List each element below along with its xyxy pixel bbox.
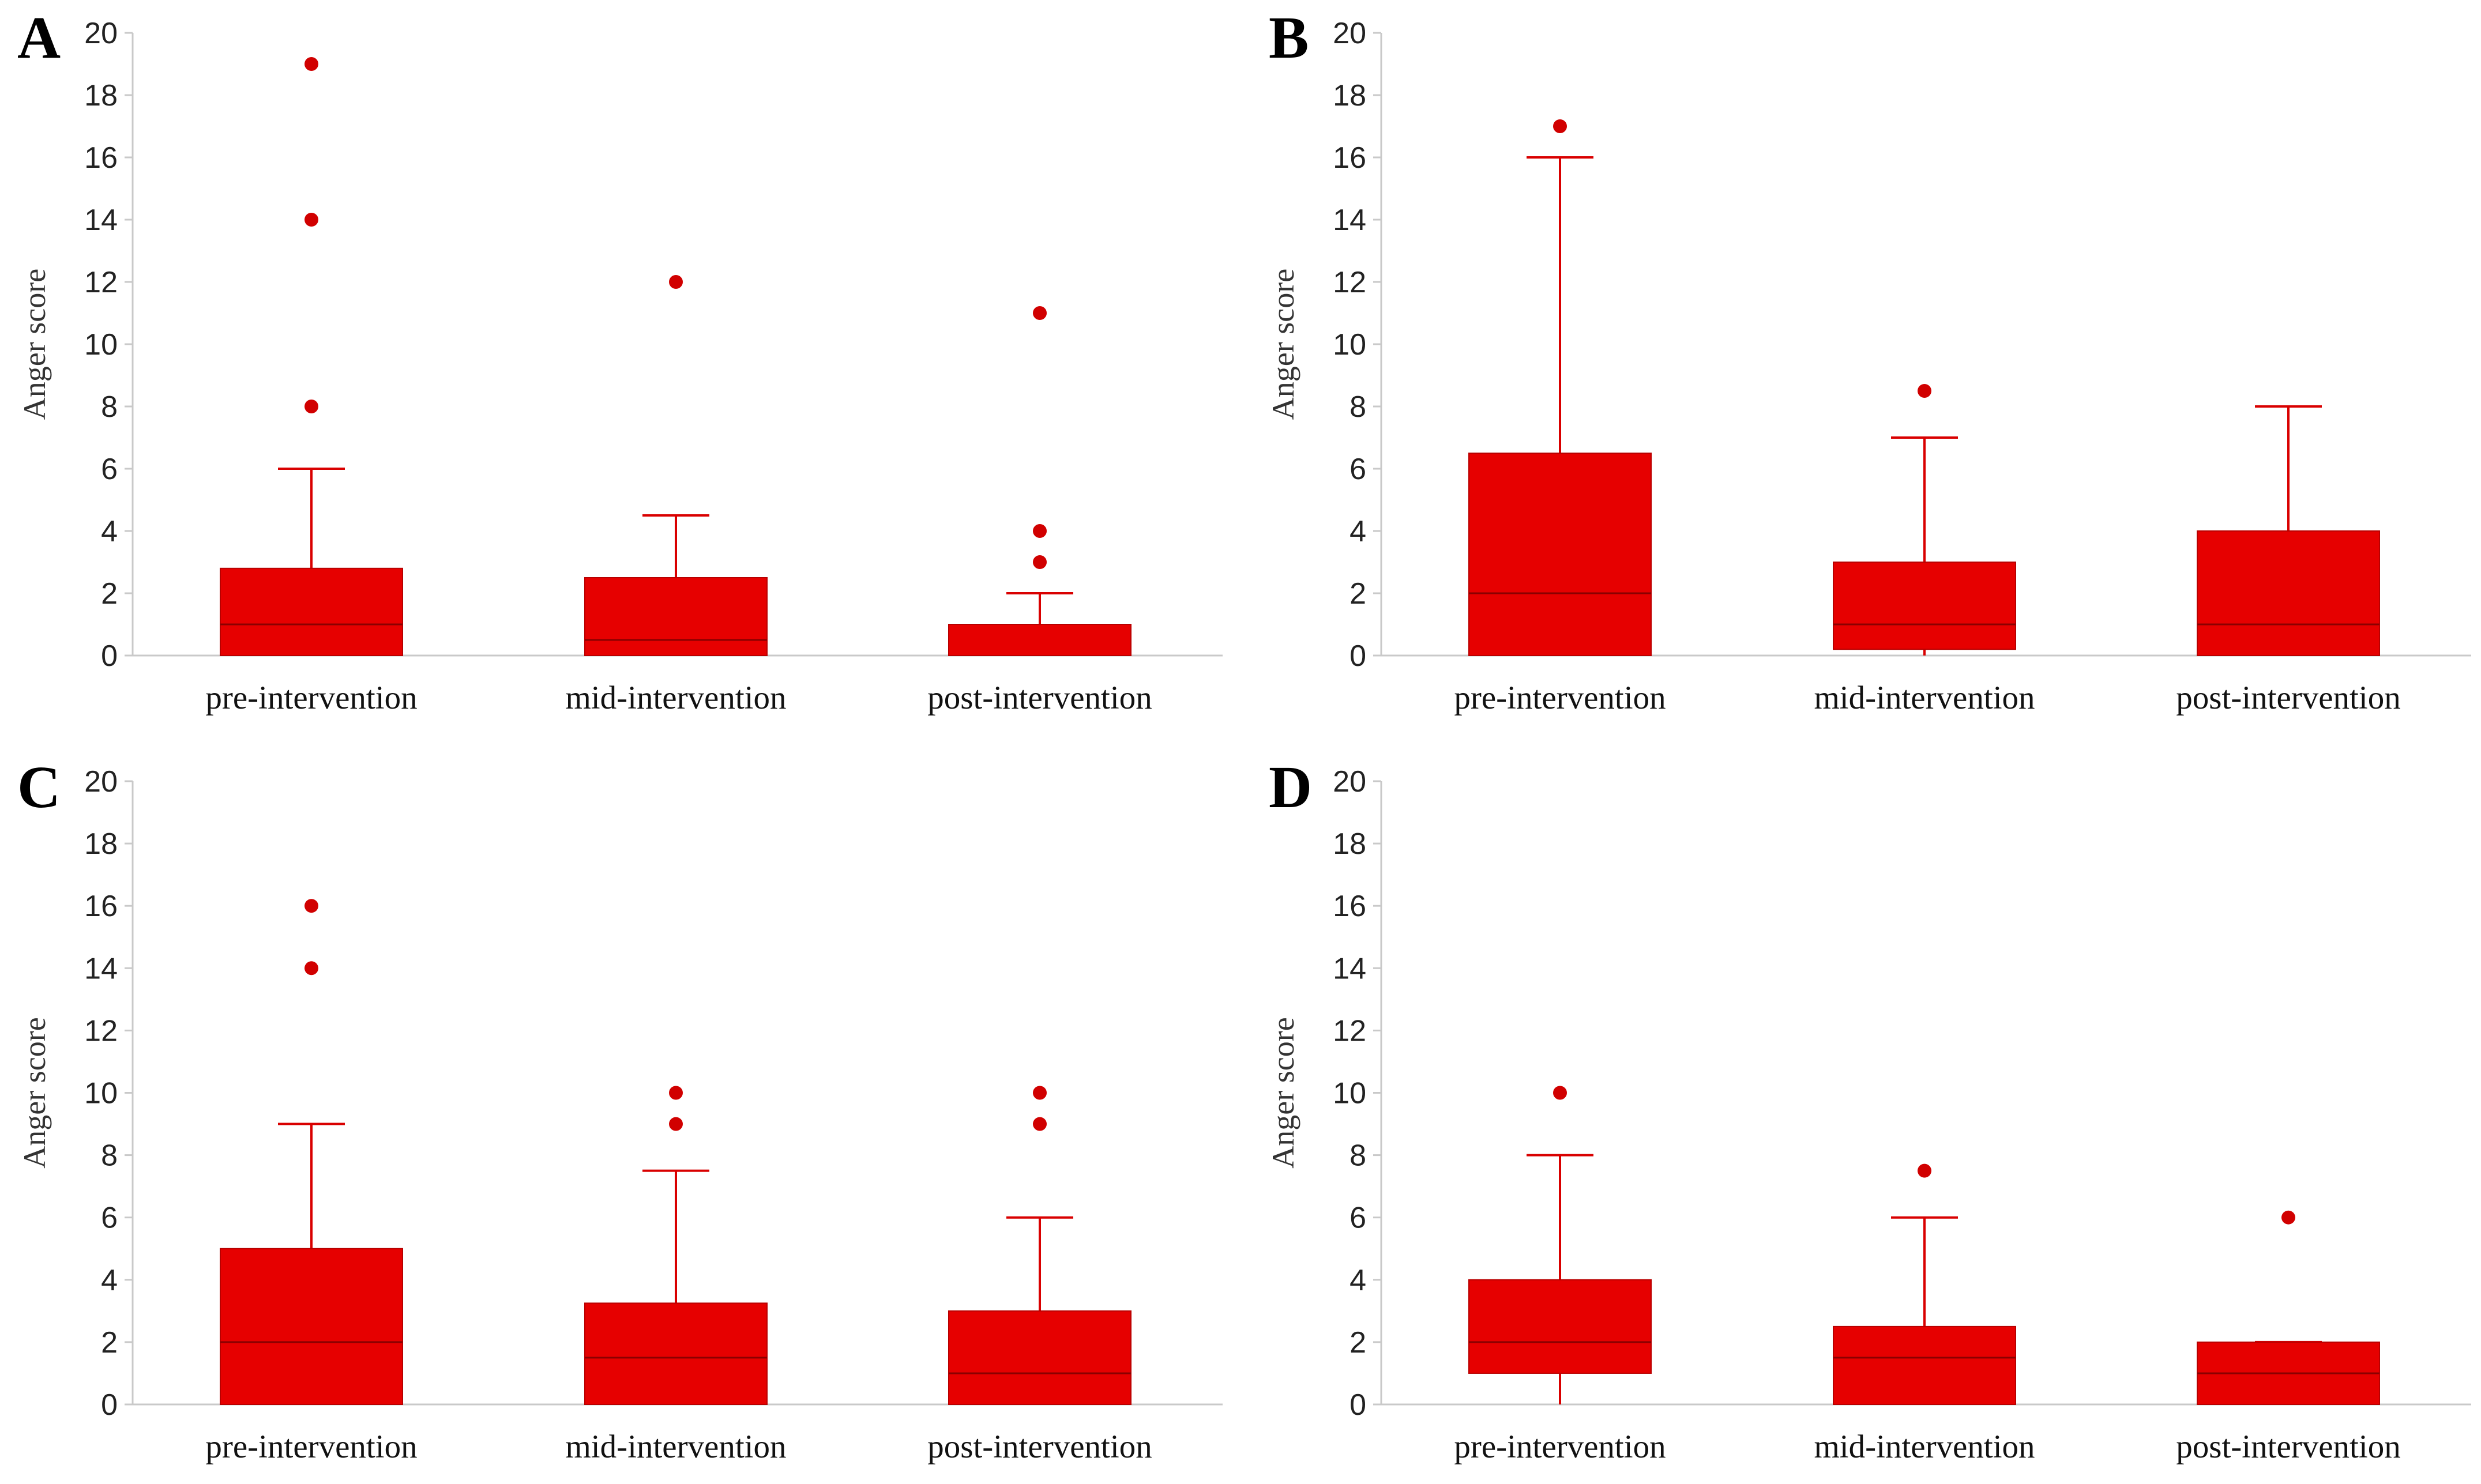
y-tick-label: 2 [101,577,118,611]
y-tick-label: 10 [84,328,118,361]
panel-b: B Anger score 0 2 4 6 8 10 12 14 16 18 20 pre-interve… [1266,5,2471,716]
outlier-point [1918,384,1931,398]
box [1468,1279,1652,1374]
y-tick-label: 6 [1349,453,1366,486]
y-tick-label: 4 [101,515,118,548]
y-tick-label: 18 [1333,827,1366,861]
x-category-label: mid-intervention [1814,1429,2035,1465]
y-tick-label: 18 [1333,79,1366,112]
box [948,624,1132,656]
box [584,1302,768,1405]
x-category-label: mid-intervention [565,680,786,716]
box [584,577,768,656]
y-tick-label: 12 [84,266,118,299]
y-tick-label: 0 [101,639,118,673]
y-tick-label: 20 [1333,765,1366,799]
x-category-label: pre-intervention [1454,1429,1666,1465]
y-tick-label: 4 [1349,1264,1366,1297]
y-tick-label: 12 [84,1014,118,1048]
outlier-point [1033,1086,1047,1100]
y-tick-label: 18 [84,79,118,112]
y-tick-label: 14 [1333,204,1366,237]
x-category-label: pre-intervention [205,1429,417,1465]
y-tick-label: 8 [1349,1139,1366,1173]
box [1468,453,1652,656]
x-category-label: post-intervention [927,1429,1152,1465]
outlier-point [1033,306,1047,320]
panel-letter: A [17,5,61,71]
outlier-point [1553,119,1567,133]
y-tick-label: 8 [101,1139,118,1173]
outlier-point [1553,1086,1567,1100]
outlier-point [305,213,318,227]
y-axis-label: Anger score [1266,1017,1300,1168]
y-tick-label: 6 [1349,1201,1366,1235]
outlier-point [305,57,318,71]
y-tick-label: 8 [1349,390,1366,424]
outlier-point [305,400,318,413]
y-tick-label: 0 [1349,1388,1366,1422]
x-category-label: post-intervention [927,680,1152,716]
y-tick-label: 4 [101,1264,118,1297]
box [1833,1325,2016,1405]
outlier-point [669,1086,683,1100]
outlier-point [669,275,683,289]
panel-letter: C [17,754,61,820]
x-category-label: mid-intervention [565,1429,786,1465]
outlier-point [1033,1117,1047,1131]
y-tick-label: 16 [1333,141,1366,175]
y-tick-label: 8 [101,390,118,424]
y-tick-label: 4 [1349,515,1366,548]
outlier-point [1918,1163,1931,1178]
x-category-label: pre-intervention [205,680,417,716]
y-tick-label: 0 [1349,639,1366,673]
y-tick-label: 16 [84,141,118,175]
box [220,567,403,656]
y-tick-label: 10 [84,1077,118,1110]
x-category-label: pre-intervention [1454,680,1666,716]
y-tick-label: 16 [1333,890,1366,923]
outlier-point [1033,524,1047,538]
y-tick-label: 2 [101,1326,118,1359]
y-tick-label: 14 [84,952,118,985]
y-tick-label: 10 [1333,328,1366,361]
y-tick-label: 10 [1333,1077,1366,1110]
y-tick-label: 6 [101,453,118,486]
panel-c: C Anger score 0 2 4 6 8 10 12 14 16 18 20 pre-interve… [17,754,1223,1465]
x-category-label: mid-intervention [1814,680,2035,716]
y-axis-label: Anger score [1266,269,1300,420]
box [948,1310,1132,1406]
outlier-point [2281,1210,2295,1225]
y-tick-label: 20 [84,765,118,799]
panel-a: A Anger score 0 2 4 6 8 10 12 14 16 18 20 pre-interve… [17,5,1223,716]
panel-letter: D [1269,754,1312,820]
y-tick-label: 20 [1333,17,1366,50]
box [220,1248,403,1405]
y-tick-label: 14 [1333,952,1366,985]
y-axis-label: Anger score [17,269,52,420]
y-tick-label: 20 [84,17,118,50]
y-tick-label: 6 [101,1201,118,1235]
outlier-point [669,1117,683,1131]
y-tick-label: 0 [101,1388,118,1422]
y-tick-label: 12 [1333,1014,1366,1048]
y-tick-label: 2 [1349,577,1366,611]
y-tick-label: 12 [1333,266,1366,299]
box [1833,562,2016,650]
outlier-point [305,899,318,913]
y-axis-label: Anger score [17,1017,52,1168]
panel-letter: B [1269,5,1309,71]
x-category-label: post-intervention [2176,680,2400,716]
box [2197,530,2380,656]
y-tick-label: 18 [84,827,118,861]
y-tick-label: 2 [1349,1326,1366,1359]
y-tick-label: 14 [84,204,118,237]
y-tick-label: 16 [84,890,118,923]
x-category-label: post-intervention [2176,1429,2400,1465]
outlier-point [1033,555,1047,569]
panel-d: D Anger score 0 2 4 6 8 10 12 14 16 18 20 pre-interve… [1266,754,2471,1465]
outlier-point [305,961,318,975]
